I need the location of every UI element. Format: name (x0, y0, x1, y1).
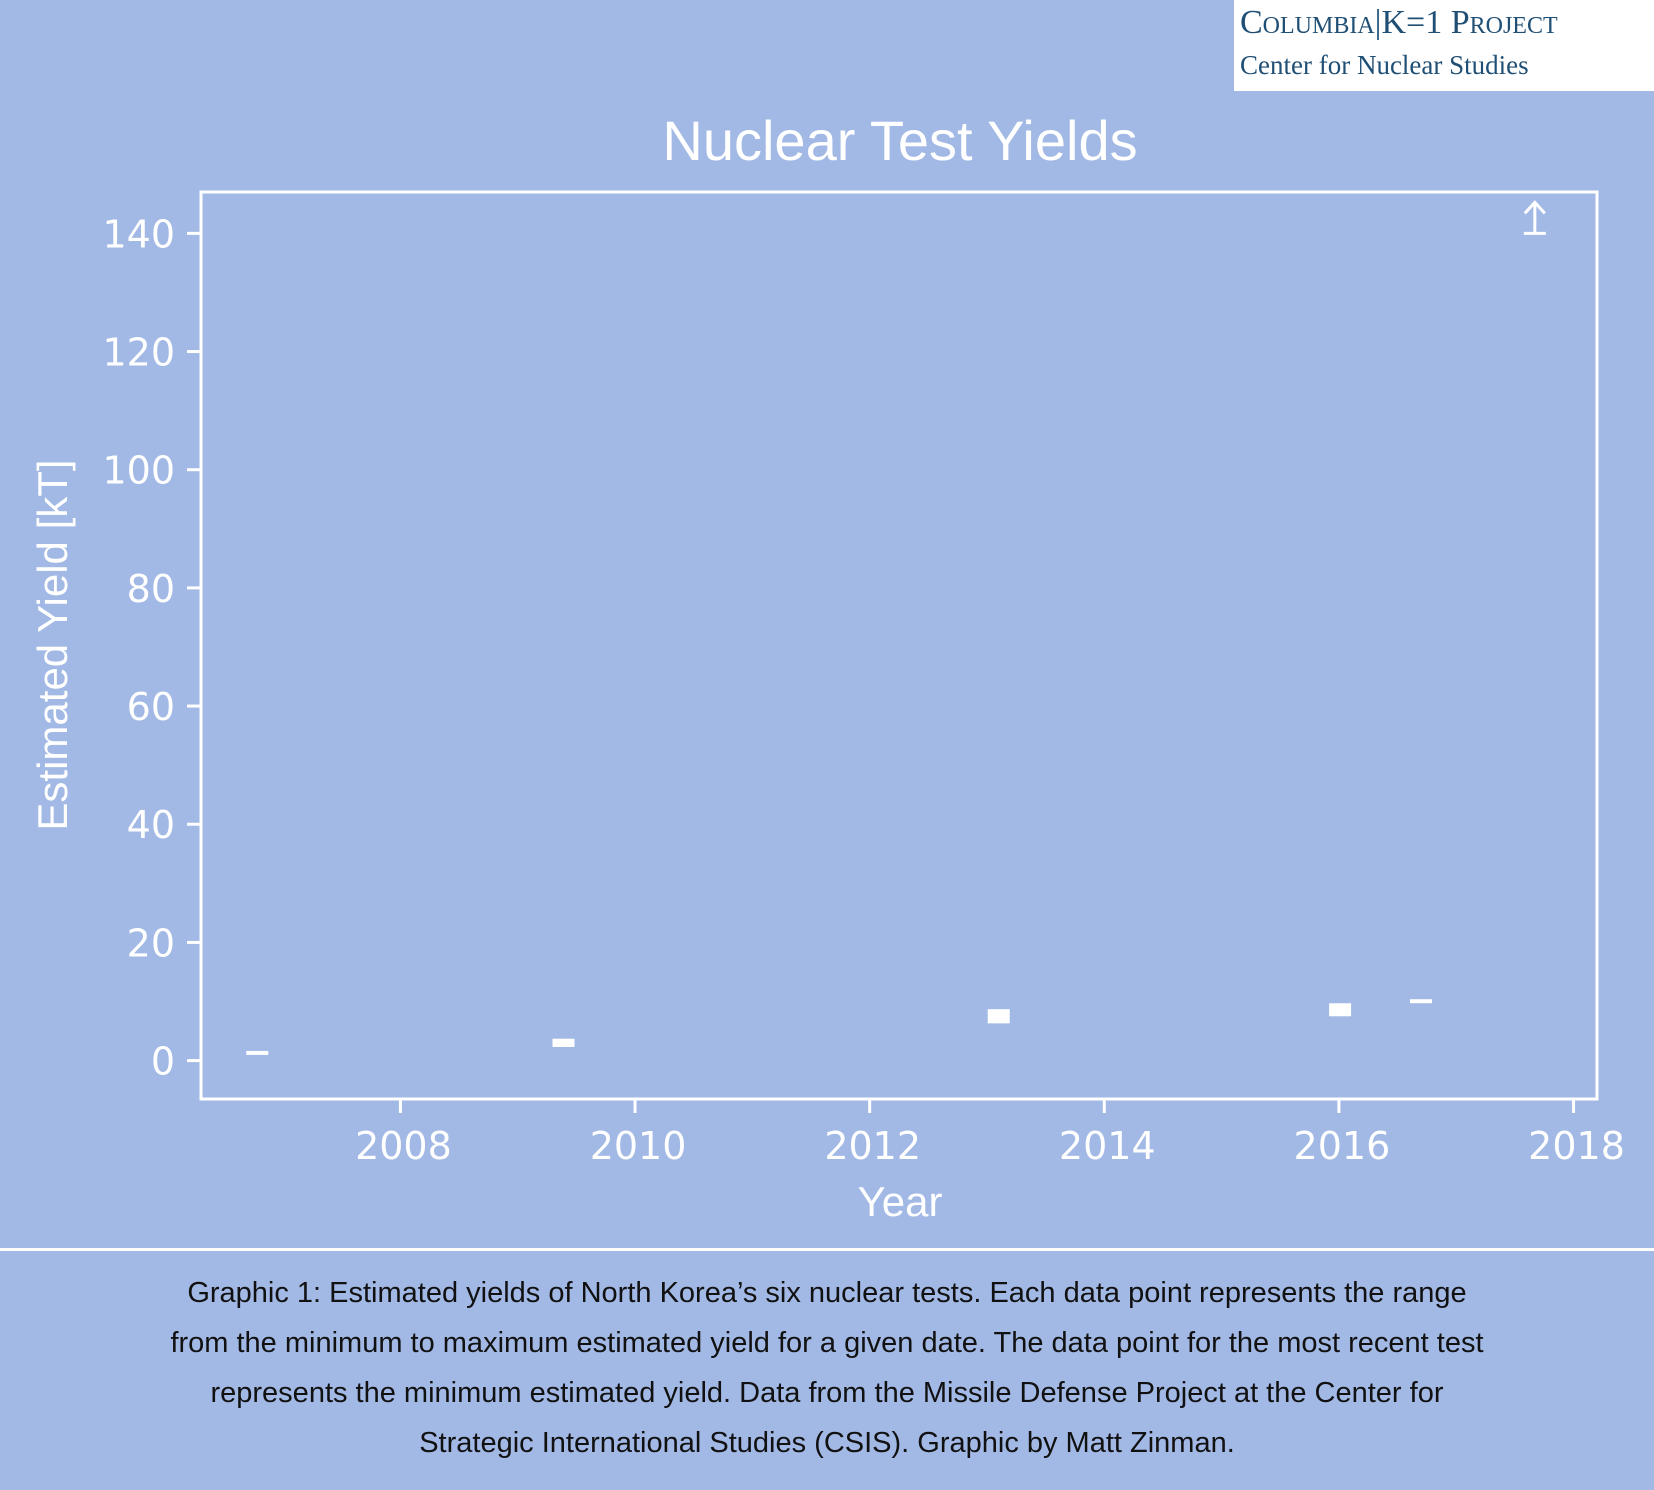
data-marks (246, 200, 1546, 1055)
logo-title: Columbia|K=1 Project (1240, 4, 1558, 41)
y-axis-ticks: 0 20 40 60 80 100 120 140 (102, 212, 201, 1084)
y-axis-label: Estimated Yield [kT] (29, 459, 76, 830)
x-axis-label: Year (858, 1178, 943, 1225)
logo-subtitle: Center for Nuclear Studies (1240, 50, 1529, 80)
y-tick-label: 40 (127, 803, 175, 847)
y-tick-label: 120 (102, 331, 175, 375)
chart: Nuclear Test Yields 0 20 40 60 80 100 120 140 2… (29, 109, 1625, 1225)
caption-line: from the minimum to maximum estimated yi… (170, 1327, 1484, 1359)
logo-box (1234, 0, 1654, 91)
caption-line: Graphic 1: Estimated yields of North Kor… (187, 1277, 1467, 1309)
y-tick-label: 80 (127, 567, 175, 611)
yield-range-marker (987, 1009, 1010, 1024)
caption-divider (0, 1248, 1654, 1251)
plot-frame (199, 190, 1599, 1101)
yield-range-marker (246, 1050, 269, 1055)
y-tick-label: 20 (127, 921, 175, 965)
x-tick-label: 2008 (355, 1124, 452, 1168)
yield-range-marker (1329, 1003, 1352, 1017)
caption-line: represents the minimum estimated yield. … (210, 1377, 1444, 1409)
x-tick-label: 2014 (1059, 1124, 1156, 1168)
y-tick-label: 140 (102, 212, 175, 256)
caption-line: Strategic International Studies (CSIS). … (419, 1427, 1235, 1459)
chart-title: Nuclear Test Yields (662, 109, 1137, 172)
y-tick-label: 100 (102, 449, 175, 493)
x-tick-label: 2016 (1294, 1124, 1391, 1168)
x-axis-ticks: 2008 2010 2012 2014 2016 2018 (355, 1099, 1625, 1168)
yield-range-marker (552, 1038, 575, 1048)
caption: Graphic 1: Estimated yields of North Kor… (30, 1268, 1624, 1468)
y-tick-label: 60 (127, 685, 175, 729)
x-tick-label: 2010 (590, 1124, 687, 1168)
x-tick-label: 2018 (1528, 1124, 1625, 1168)
x-tick-label: 2012 (824, 1124, 921, 1168)
yield-range-marker (1410, 999, 1433, 1004)
lower-bound-arrow-marker (1523, 200, 1546, 235)
y-tick-label: 0 (151, 1040, 175, 1084)
